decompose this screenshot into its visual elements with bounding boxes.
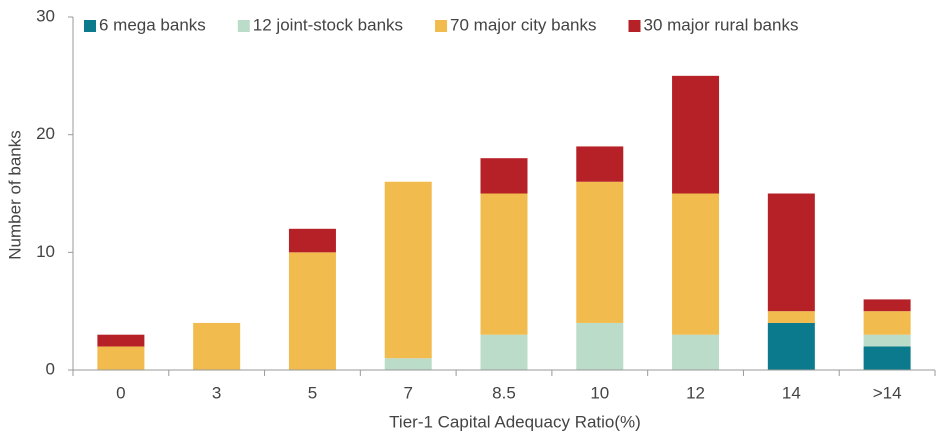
x-tick-label: 8.5 <box>492 383 516 402</box>
bar-segment <box>863 346 911 370</box>
bar-segment <box>384 181 432 359</box>
bar-segment <box>384 358 432 370</box>
bar-segment <box>576 181 624 323</box>
y-tick-label: 20 <box>36 124 55 143</box>
x-axis-label: Tier-1 Capital Adequacy Ratio(%) <box>389 412 641 431</box>
bar-segment <box>863 334 911 347</box>
bar-segment <box>767 322 815 370</box>
bar-segment <box>672 75 720 194</box>
bar-segment <box>288 228 336 253</box>
x-tick-label: 7 <box>403 383 412 402</box>
bar-segment <box>672 193 720 335</box>
bar-segment <box>672 334 720 370</box>
bar-segment <box>97 334 145 347</box>
bar-segment <box>576 146 624 182</box>
y-tick-label: 30 <box>36 6 55 25</box>
x-tick-label: 0 <box>116 383 125 402</box>
bar-segment <box>863 299 911 312</box>
bar-segment <box>193 322 241 370</box>
x-tick-label: 10 <box>590 383 609 402</box>
legend-label: 70 major city banks <box>450 15 596 34</box>
legend-swatch <box>435 20 448 32</box>
bar-segment <box>480 193 528 335</box>
y-tick-label: 0 <box>46 359 55 378</box>
y-axis-label: Number of banks <box>5 130 24 259</box>
bar-segment <box>480 334 528 370</box>
x-tick-label: 14 <box>782 383 801 402</box>
legend-label: 12 joint-stock banks <box>253 15 403 34</box>
legend-swatch <box>84 20 96 32</box>
x-tick-label: >14 <box>873 383 902 402</box>
x-tick-label: 3 <box>212 383 221 402</box>
bar-segment <box>480 158 528 194</box>
bar-segment <box>576 322 624 370</box>
legend-swatch <box>237 20 250 32</box>
legend-label: 30 major rural banks <box>644 15 799 34</box>
x-tick-label: 12 <box>686 383 705 402</box>
bar-segment <box>97 346 145 370</box>
bar-segment <box>863 311 911 335</box>
legend-swatch <box>628 20 641 32</box>
bar-segment <box>288 252 336 370</box>
bar-segment <box>767 193 815 312</box>
bar-segment <box>767 311 815 323</box>
y-tick-label: 10 <box>36 242 55 261</box>
legend-label: 6 mega banks <box>99 15 206 34</box>
x-tick-label: 5 <box>308 383 317 402</box>
